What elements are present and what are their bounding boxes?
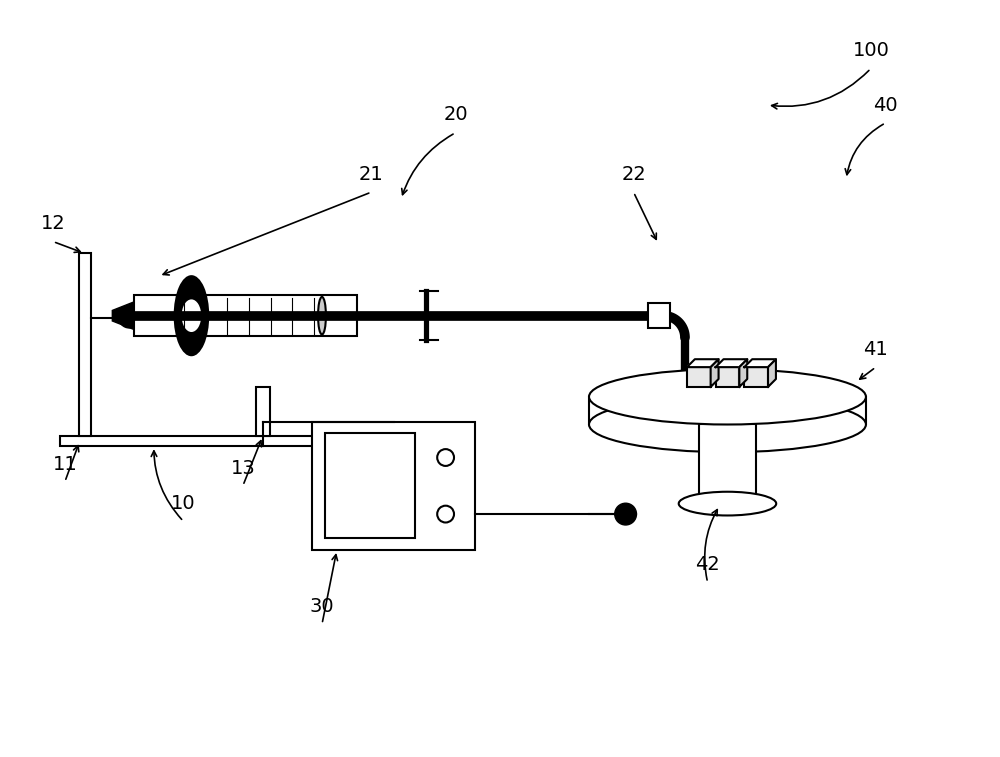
Text: 11: 11 bbox=[52, 454, 77, 474]
FancyBboxPatch shape bbox=[325, 434, 415, 538]
Ellipse shape bbox=[318, 297, 326, 335]
Text: 42: 42 bbox=[695, 556, 720, 575]
Ellipse shape bbox=[182, 299, 201, 332]
Text: 10: 10 bbox=[171, 494, 196, 513]
Ellipse shape bbox=[174, 275, 209, 357]
Polygon shape bbox=[711, 360, 719, 387]
FancyBboxPatch shape bbox=[312, 422, 475, 550]
FancyBboxPatch shape bbox=[60, 436, 357, 446]
Ellipse shape bbox=[679, 492, 776, 516]
Polygon shape bbox=[768, 360, 776, 387]
FancyBboxPatch shape bbox=[648, 303, 670, 328]
FancyBboxPatch shape bbox=[256, 387, 270, 436]
Text: 12: 12 bbox=[41, 214, 65, 233]
Polygon shape bbox=[112, 302, 134, 329]
Circle shape bbox=[615, 503, 636, 525]
Text: 40: 40 bbox=[873, 95, 898, 114]
Polygon shape bbox=[716, 360, 747, 367]
FancyBboxPatch shape bbox=[79, 254, 91, 436]
Text: 100: 100 bbox=[852, 41, 889, 60]
Text: 20: 20 bbox=[443, 105, 468, 124]
FancyBboxPatch shape bbox=[699, 425, 756, 503]
FancyBboxPatch shape bbox=[716, 367, 739, 387]
Text: 22: 22 bbox=[621, 165, 646, 184]
FancyBboxPatch shape bbox=[134, 295, 357, 336]
Polygon shape bbox=[744, 360, 776, 367]
Ellipse shape bbox=[589, 397, 866, 452]
Text: 21: 21 bbox=[359, 165, 384, 184]
Text: 13: 13 bbox=[230, 459, 255, 478]
Ellipse shape bbox=[589, 369, 866, 425]
Polygon shape bbox=[687, 360, 719, 367]
Text: 41: 41 bbox=[863, 340, 888, 359]
FancyBboxPatch shape bbox=[744, 367, 768, 387]
Text: 30: 30 bbox=[310, 597, 334, 616]
FancyBboxPatch shape bbox=[687, 367, 711, 387]
Polygon shape bbox=[739, 360, 747, 387]
Circle shape bbox=[119, 308, 139, 328]
